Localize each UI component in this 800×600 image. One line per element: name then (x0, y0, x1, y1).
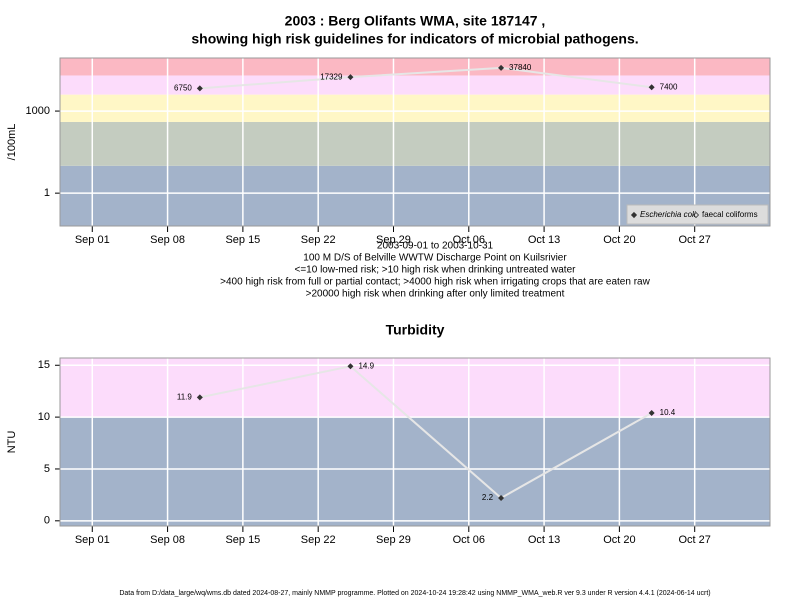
note: 2003-09-01 to 2003-10-31 (377, 241, 494, 252)
x-tick-label: Oct 06 (453, 234, 485, 246)
legend-label: faecal coliforms (702, 210, 758, 219)
legend-marker (630, 211, 638, 219)
x-tick-label: Sep 01 (75, 534, 110, 546)
plot-frame (59, 57, 771, 227)
y-tick-label: 1000 (26, 105, 50, 117)
guideline-band (60, 417, 770, 526)
x-tick-label: Oct 20 (603, 234, 635, 246)
x-tick-label: Sep 15 (225, 534, 260, 546)
x-tick-label: Sep 29 (376, 234, 411, 246)
note: >20000 high risk when drinking after onl… (306, 289, 565, 300)
x-tick-label: Sep 29 (376, 534, 411, 546)
y-axis-label: /100mL (6, 124, 18, 161)
x-tick-label: Sep 22 (301, 534, 336, 546)
chart-title: Turbidity (386, 322, 445, 338)
footer: Data from D:/data_large/wq/wms.db dated … (119, 590, 710, 597)
x-tick-label: Oct 20 (603, 534, 635, 546)
data-point (648, 84, 655, 91)
guideline-band (60, 358, 770, 418)
x-tick-label: Sep 15 (225, 234, 260, 246)
data-label: 11.9 (177, 393, 193, 402)
chart-title: 2003 : Berg Olifants WMA, site 187147 , (285, 13, 546, 29)
data-label: 10.4 (660, 408, 676, 417)
series-line (199, 365, 653, 500)
note: >400 high risk from full or partial cont… (220, 277, 650, 288)
x-tick-label: Oct 13 (528, 534, 560, 546)
y-tick-label: 10 (38, 411, 50, 423)
data-label: 6750 (174, 83, 192, 92)
data-label: 14.9 (358, 361, 374, 370)
y-tick-label: 5 (44, 463, 50, 475)
y-axis-label: NTU (6, 431, 18, 454)
legend-marker (692, 211, 700, 219)
x-tick-label: Sep 01 (75, 234, 110, 246)
note: <=10 low-med risk; >10 high risk when dr… (295, 265, 577, 276)
data-point (347, 363, 354, 370)
guideline-band (60, 94, 770, 122)
note: 100 M D/S of Belville WWTW Discharge Poi… (303, 253, 567, 264)
data-point (347, 74, 354, 81)
chart-subtitle: showing high risk guidelines for indicat… (191, 31, 638, 47)
plot-frame (59, 357, 771, 527)
series-line (199, 66, 652, 90)
guideline-band (60, 121, 770, 166)
x-tick-label: Oct 27 (678, 234, 710, 246)
x-tick-label: Sep 08 (150, 534, 185, 546)
x-tick-label: Oct 13 (528, 234, 560, 246)
data-label: 17329 (320, 72, 343, 81)
data-label: 7400 (660, 82, 678, 91)
y-tick-label: 15 (38, 359, 50, 371)
guideline-band (60, 58, 770, 76)
data-label: 37840 (509, 63, 532, 72)
data-point (196, 394, 203, 401)
data-point (196, 85, 203, 92)
data-point (498, 64, 505, 71)
x-tick-label: Oct 27 (678, 534, 710, 546)
y-tick-label: 1 (44, 187, 50, 199)
data-point (648, 409, 655, 416)
y-tick-label: 0 (44, 515, 50, 527)
x-tick-label: Oct 06 (453, 534, 485, 546)
x-tick-label: Sep 22 (301, 234, 336, 246)
data-label: 2.2 (482, 493, 494, 502)
legend-label: Escherichia coli (640, 210, 696, 219)
data-point (498, 495, 505, 501)
x-tick-label: Sep 08 (150, 234, 185, 246)
